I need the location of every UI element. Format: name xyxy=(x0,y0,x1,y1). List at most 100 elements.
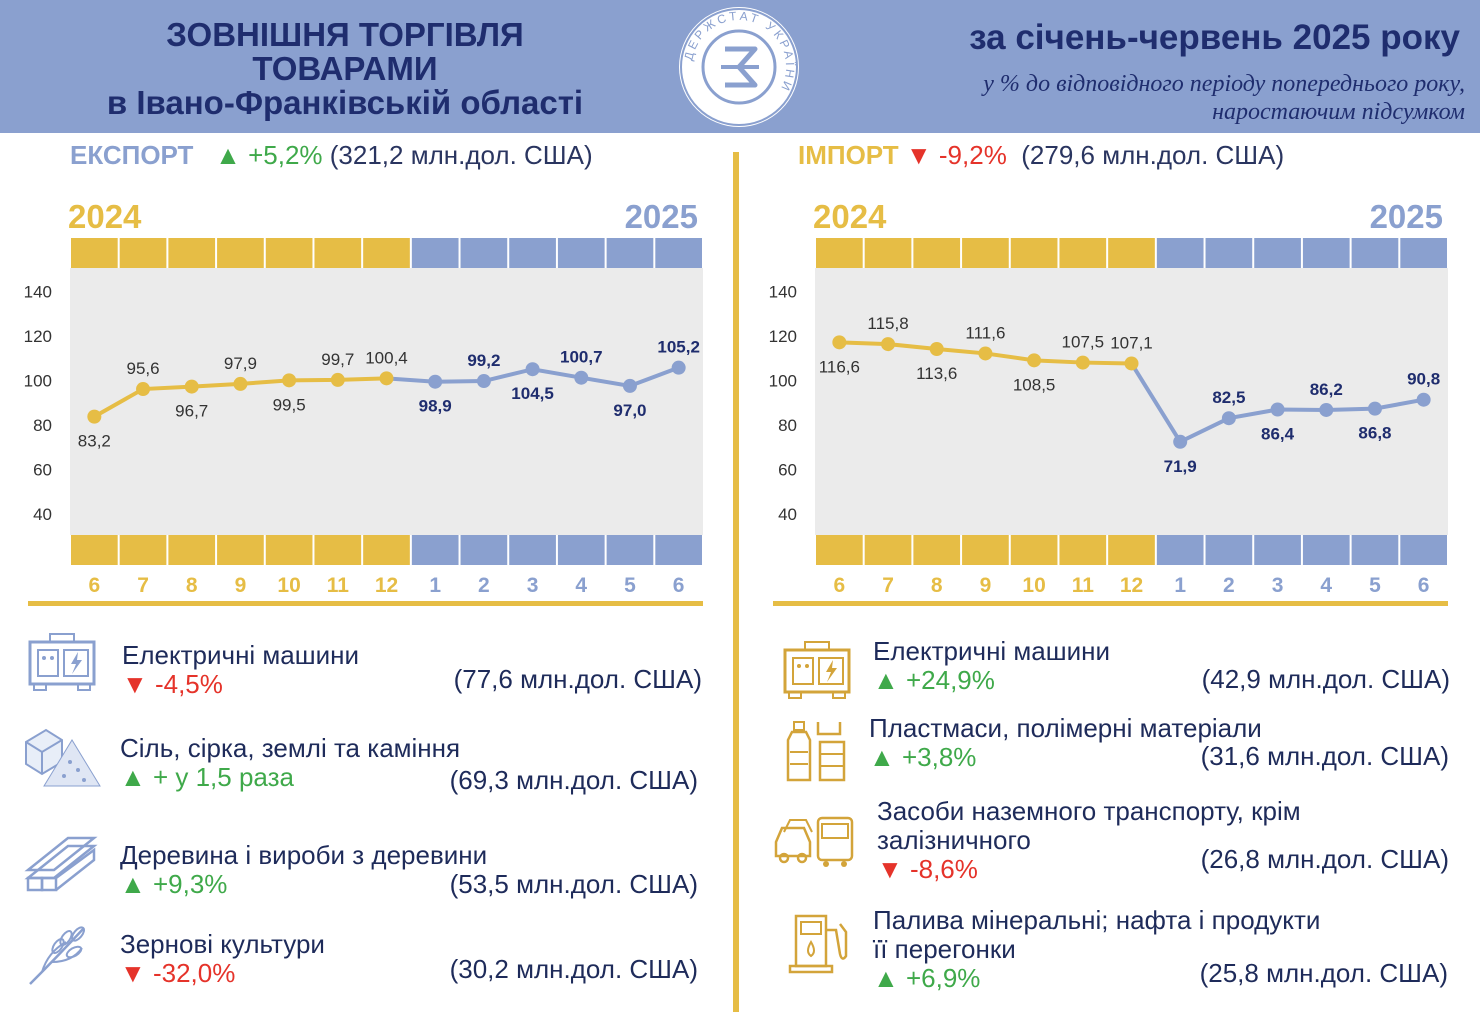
import-month-band-bottom xyxy=(1108,535,1155,565)
import-data-label: 107,5 xyxy=(1062,333,1105,352)
generator-icon xyxy=(26,630,98,697)
export-ytick-label: 80 xyxy=(33,416,52,435)
export-item-change: ▼ -4,5% xyxy=(122,670,223,699)
import-point xyxy=(1319,402,1334,417)
export-month-band-top xyxy=(119,238,167,268)
export-plot-area xyxy=(70,268,703,535)
export-item-value: (30,2 млн.дол. США) xyxy=(449,954,698,984)
export-month-band-bottom xyxy=(557,535,605,565)
arrow-down-icon: ▼ xyxy=(120,958,153,988)
arrow-up-icon: ▲ xyxy=(873,963,906,993)
import-data-label: 86,2 xyxy=(1310,380,1343,399)
import-ytick-label: 40 xyxy=(778,505,797,524)
import-month-band-bottom xyxy=(962,535,1009,565)
import-ytick-label: 120 xyxy=(769,327,797,346)
import-point xyxy=(1416,392,1431,407)
export-item-name: Зернові культури xyxy=(120,929,325,959)
import-month-label: 9 xyxy=(980,574,992,597)
import-point xyxy=(1173,434,1188,449)
import-month-band-bottom xyxy=(1254,535,1301,565)
import-month-label: 2 xyxy=(1223,574,1235,597)
export-month-band-bottom xyxy=(509,535,556,565)
export-label: ЕКСПОРТ xyxy=(70,140,194,170)
arrow-up-icon: ▲ xyxy=(120,762,153,792)
export-data-label: 100,4 xyxy=(365,348,408,367)
import-ytick-label: 100 xyxy=(769,371,797,390)
import-point xyxy=(1270,402,1285,417)
export-point xyxy=(330,372,345,387)
export-data-label: 99,7 xyxy=(321,350,354,369)
import-item-name: Пластмаси, полімерні матеріали xyxy=(869,713,1262,743)
import-month-label: 8 xyxy=(931,574,943,597)
import-point xyxy=(1027,353,1042,368)
import-point xyxy=(978,346,993,361)
import-month-band-bottom xyxy=(913,535,961,565)
export-item: Зернові культури ▼ -32,0% (30,2 млн.дол. С… xyxy=(120,930,698,1020)
export-month-band-bottom xyxy=(655,535,702,565)
import-label: ІМПОРТ xyxy=(798,140,899,170)
period-note: у % до відповідного періоду попереднього… xyxy=(760,70,1465,126)
import-point xyxy=(1367,401,1382,416)
export-point xyxy=(476,374,491,389)
export-month-band-top xyxy=(363,238,410,268)
export-point xyxy=(428,374,443,389)
import-summary: ІМПОРТ ▼ -9,2% (279,6 млн.дол. США) xyxy=(798,140,1284,171)
export-month-label: 10 xyxy=(277,574,300,597)
arrow-up-icon: ▲ xyxy=(869,742,902,772)
import-month-band-bottom xyxy=(1205,535,1253,565)
import-point xyxy=(1075,355,1090,370)
import-item-change-value: -8,6% xyxy=(909,854,978,884)
export-data-label: 83,2 xyxy=(78,432,111,451)
export-item-name: Деревина і вироби з деревини xyxy=(120,840,488,870)
export-month-band-bottom xyxy=(363,535,410,565)
export-point xyxy=(622,378,637,393)
import-month-label: 11 xyxy=(1072,574,1095,597)
export-item-change-value: + у 1,5 раза xyxy=(152,762,294,792)
import-ytick-label: 60 xyxy=(778,460,797,479)
export-month-band-top xyxy=(168,238,216,268)
import-month-band-top xyxy=(1010,238,1058,268)
export-month-label: 1 xyxy=(429,574,441,597)
import-baseline xyxy=(773,601,1448,606)
import-item-change-value: +24,9% xyxy=(905,665,995,695)
import-month-band-bottom xyxy=(816,535,863,565)
export-data-label: 105,2 xyxy=(657,338,700,357)
export-amount: (321,2 млн.дол. США) xyxy=(329,140,593,170)
import-month-band-top xyxy=(1059,238,1107,268)
export-item-change: ▲ +9,3% xyxy=(120,870,227,899)
export-month-band-top xyxy=(557,238,605,268)
arrow-down-icon: ▼ xyxy=(122,669,155,699)
export-ytick-label: 40 xyxy=(33,505,52,524)
export-ytick-label: 60 xyxy=(33,460,52,479)
export-item-name: Сіль, сірка, землі та каміння xyxy=(120,733,461,763)
import-month-band-top xyxy=(1205,238,1253,268)
import-item-value: (31,6 млн.дол. США) xyxy=(1200,741,1449,771)
export-month-band-bottom xyxy=(606,535,654,565)
import-data-label: 111,6 xyxy=(965,323,1005,342)
import-item-change-value: +3,8% xyxy=(901,742,977,772)
arrow-down-icon: ▼ xyxy=(877,854,910,884)
import-item-name: Засоби наземного транспорту, крім xyxy=(877,796,1301,826)
export-data-label: 97,0 xyxy=(613,401,646,420)
export-summary: ЕКСПОРТ ▲ +5,2% (321,2 млн.дол. США) xyxy=(70,140,593,171)
import-item: Палива мінеральні; нафта і продукти її пе… xyxy=(873,906,1448,996)
generator-icon xyxy=(781,638,853,705)
import-plot-area xyxy=(815,268,1448,535)
import-month-band-bottom xyxy=(1400,535,1447,565)
import-arrow-down-icon: ▼ xyxy=(905,140,932,170)
export-point xyxy=(87,409,102,424)
page-title: ЗОВНІШНЯ ТОРГІВЛЯ ТОВАРАМИ в Івано-Франк… xyxy=(10,18,680,120)
export-month-band-bottom xyxy=(217,535,264,565)
import-data-label: 116,6 xyxy=(819,357,860,376)
import-month-label: 12 xyxy=(1120,574,1143,597)
import-data-label: 86,4 xyxy=(1261,425,1295,444)
plastic-bottles-icon xyxy=(782,718,852,789)
import-item-change: ▲ +24,9% xyxy=(873,666,995,695)
import-data-label: 71,9 xyxy=(1164,457,1197,476)
export-item-value: (53,5 млн.дол. США) xyxy=(449,869,698,899)
export-data-label: 104,5 xyxy=(511,384,554,403)
import-month-label: 7 xyxy=(882,574,894,597)
export-data-label: 97,9 xyxy=(224,354,257,373)
